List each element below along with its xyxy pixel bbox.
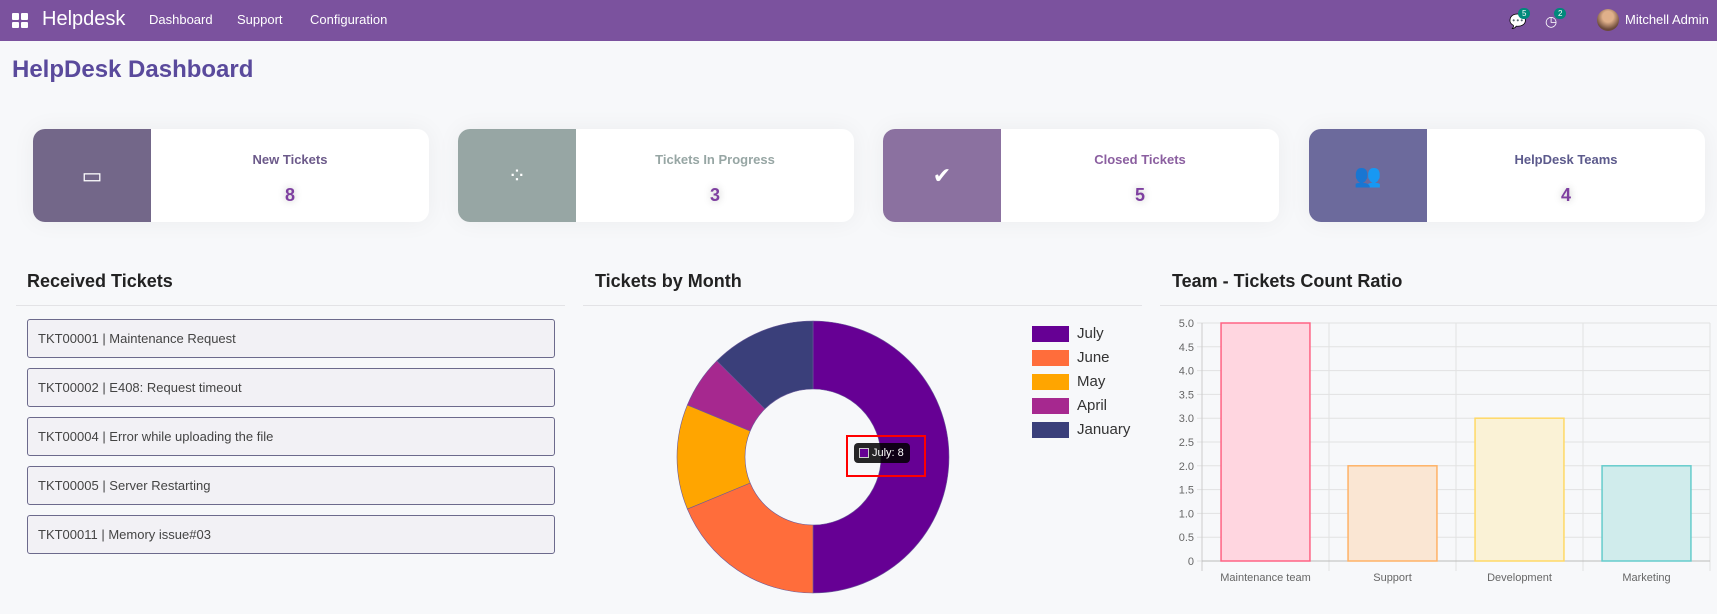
stat-label: Tickets In Progress bbox=[655, 152, 775, 167]
legend-swatch bbox=[1032, 349, 1069, 366]
highlight-box bbox=[846, 435, 926, 477]
stat-value: 8 bbox=[284, 185, 295, 205]
stat-card[interactable]: 👥 HelpDesk Teams 4 bbox=[1309, 129, 1705, 222]
y-tick-label: 3.0 bbox=[1179, 413, 1194, 425]
y-tick-label: 5.0 bbox=[1179, 318, 1194, 330]
y-tick-label: 4.0 bbox=[1179, 366, 1194, 378]
user-menu[interactable]: Mitchell Admin bbox=[1625, 12, 1709, 27]
legend-label: January bbox=[1077, 421, 1131, 438]
bar-maintenance-team[interactable] bbox=[1220, 322, 1311, 562]
chart-tooltip: July: 8 bbox=[854, 443, 910, 463]
stat-card[interactable]: ▭ New Tickets 8 bbox=[33, 129, 429, 222]
y-tick-label: 1.5 bbox=[1179, 485, 1194, 497]
y-tick-label: 0 bbox=[1188, 556, 1194, 568]
donut-slice-january[interactable] bbox=[716, 320, 814, 410]
stat-card[interactable]: ✔ Closed Tickets 5 bbox=[883, 129, 1279, 222]
divider bbox=[583, 305, 1142, 306]
messages-badge: 5 bbox=[1518, 8, 1531, 19]
legend-label: April bbox=[1077, 397, 1108, 414]
ticket-item[interactable]: TKT00005 | Server Restarting bbox=[27, 466, 555, 505]
stat-value: 3 bbox=[709, 185, 720, 205]
team-ratio-bar-chart: 0 0.5 1.0 1.5 2.0 2.5 3.0 3.5 4.0 4.5 5.0 Maintenan… bbox=[1179, 318, 1711, 584]
legend-swatch bbox=[1032, 397, 1069, 414]
menu-configuration[interactable]: Configuration bbox=[310, 12, 388, 27]
legend-item[interactable]: July bbox=[1032, 325, 1104, 342]
legend-swatch bbox=[1032, 373, 1069, 390]
divider bbox=[1160, 305, 1717, 306]
legend-label: May bbox=[1077, 373, 1106, 390]
activity-clock-icon[interactable]: ◷ 2 bbox=[1545, 8, 1567, 29]
users-icon: 👥 bbox=[1309, 129, 1427, 222]
x-tick-label: Marketing bbox=[1622, 572, 1670, 584]
page-title: HelpDesk Dashboard bbox=[12, 56, 254, 83]
ticket-item[interactable]: TKT00004 | Error while uploading the fil… bbox=[27, 417, 555, 456]
stat-value: 4 bbox=[1560, 185, 1571, 205]
legend-swatch bbox=[1032, 421, 1069, 438]
y-tick-label: 2.5 bbox=[1179, 437, 1194, 449]
tooltip-text: July: 8 bbox=[872, 447, 904, 459]
stat-label: Closed Tickets bbox=[1094, 152, 1186, 167]
legend-item[interactable]: June bbox=[1032, 349, 1110, 366]
activity-badge: 2 bbox=[1554, 8, 1567, 19]
spinner-icon: ⁘ bbox=[458, 129, 576, 222]
apps-menu-icon[interactable] bbox=[12, 13, 28, 28]
x-tick-label: Development bbox=[1487, 572, 1552, 584]
bar-development[interactable] bbox=[1474, 417, 1565, 562]
tooltip-swatch bbox=[859, 448, 869, 458]
donut-slice-june[interactable] bbox=[686, 482, 814, 594]
y-tick-label: 3.5 bbox=[1179, 389, 1194, 401]
stat-card[interactable]: ⁘ Tickets In Progress 3 bbox=[458, 129, 854, 222]
team-ratio-heading: Team - Tickets Count Ratio bbox=[1172, 271, 1403, 291]
x-tick-label: Support bbox=[1373, 572, 1412, 584]
inbox-icon: ▭ bbox=[33, 129, 151, 222]
check-icon: ✔ bbox=[883, 129, 1001, 222]
menu-dashboard[interactable]: Dashboard bbox=[149, 12, 213, 27]
stat-label: HelpDesk Teams bbox=[1514, 152, 1618, 167]
app-brand[interactable]: Helpdesk bbox=[42, 8, 126, 30]
legend-swatch bbox=[1032, 325, 1069, 342]
avatar[interactable] bbox=[1597, 9, 1619, 31]
bar-marketing[interactable] bbox=[1601, 465, 1692, 562]
stat-label: New Tickets bbox=[252, 152, 328, 167]
received-tickets-heading: Received Tickets bbox=[27, 271, 173, 291]
ticket-item[interactable]: TKT00011 | Memory issue#03 bbox=[27, 515, 555, 554]
bar-support[interactable] bbox=[1347, 465, 1438, 562]
legend-item[interactable]: January bbox=[1032, 421, 1130, 438]
divider bbox=[16, 305, 565, 306]
stat-value: 5 bbox=[1134, 185, 1145, 205]
legend-label: July bbox=[1077, 325, 1104, 342]
y-tick-label: 1.0 bbox=[1179, 508, 1194, 520]
legend-item[interactable]: May bbox=[1032, 373, 1105, 390]
ticket-item[interactable]: TKT00001 | Maintenance Request bbox=[27, 319, 555, 358]
menu-support[interactable]: Support bbox=[237, 12, 283, 27]
messages-icon[interactable]: 💬 5 bbox=[1509, 8, 1531, 29]
y-tick-label: 4.5 bbox=[1179, 342, 1194, 354]
y-tick-label: 0.5 bbox=[1179, 532, 1194, 544]
x-tick-label: Maintenance team bbox=[1220, 572, 1311, 584]
y-tick-label: 2.0 bbox=[1179, 461, 1194, 473]
legend-item[interactable]: April bbox=[1032, 397, 1107, 414]
legend-label: June bbox=[1077, 349, 1110, 366]
ticket-item[interactable]: TKT00002 | E408: Request timeout bbox=[27, 368, 555, 407]
tickets-by-month-heading: Tickets by Month bbox=[595, 271, 742, 291]
top-navbar: Helpdesk Dashboard Support Configuration… bbox=[0, 0, 1717, 41]
